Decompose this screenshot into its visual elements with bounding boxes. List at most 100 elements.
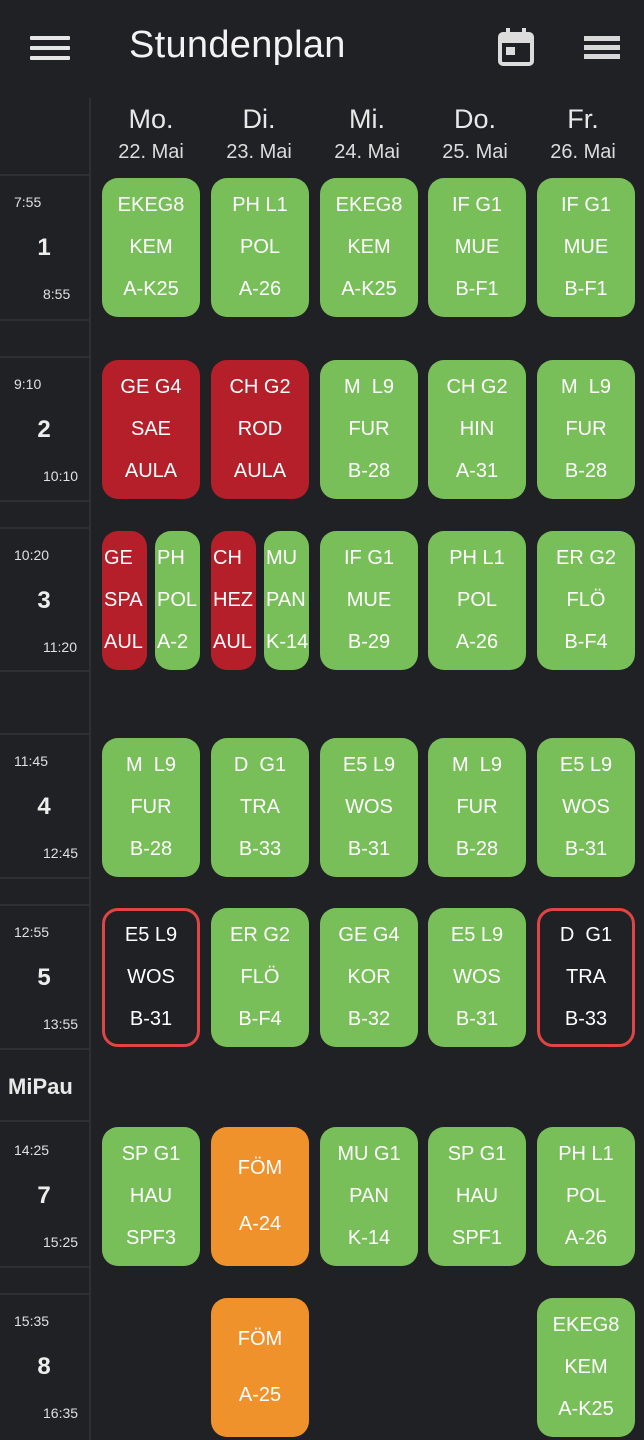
day-header-di: Di. 23. Mai	[205, 104, 313, 164]
lesson-cell-p4-fr[interactable]: E5 L9 WOS B-31	[537, 738, 635, 877]
lesson-cell-p4-di[interactable]: D G1 TRA B-33	[211, 738, 309, 877]
lesson-line: A-K25	[341, 278, 397, 300]
period-8: 15:35 8 16:35	[0, 1295, 88, 1435]
period-start-time: 7:55	[14, 194, 42, 210]
lesson-cell-p2-di[interactable]: CH G2 ROD AULA	[211, 360, 309, 499]
period-1: 7:55 1 8:55	[0, 176, 88, 316]
lesson-cell-p1-fr[interactable]: IF G1 MUE B-F1	[537, 178, 635, 317]
period-start-time: 9:10	[14, 376, 42, 392]
lesson-line: M L9	[451, 754, 503, 776]
lesson-cell-p2-mo[interactable]: GE G4 SAE AULA	[102, 360, 200, 499]
lesson-line: PH	[157, 547, 185, 569]
lesson-cell-p3-di-a[interactable]: CH HEZ AUL	[211, 531, 256, 670]
lesson-cell-p1-do[interactable]: IF G1 MUE B-F1	[428, 178, 526, 317]
lesson-line: E5 L9	[450, 924, 504, 946]
lesson-cell-p5-do[interactable]: E5 L9 WOS B-31	[428, 908, 526, 1047]
lesson-cell-p3-mo-b[interactable]: PH POL A-2	[155, 531, 200, 670]
lesson-line: B-31	[455, 1008, 499, 1030]
period-end-time: 16:35	[43, 1405, 79, 1421]
lesson-line: PH L1	[558, 1143, 614, 1165]
lesson-line: A-26	[238, 278, 282, 300]
lesson-line: IF G1	[451, 194, 502, 216]
lesson-line: HAU	[129, 1185, 173, 1207]
lesson-cell-p7-mo[interactable]: SP G1 HAU SPF3	[102, 1127, 200, 1266]
lesson-line: A-24	[238, 1213, 282, 1235]
lesson-line: FUR	[565, 418, 607, 440]
lesson-line: SAE	[130, 418, 172, 440]
day-header-mi: Mi. 24. Mai	[313, 104, 421, 164]
app-bar: Stundenplan	[0, 0, 644, 98]
lesson-line: AULA	[124, 460, 178, 482]
lesson-line: FLÖ	[566, 589, 606, 611]
row-divider	[0, 319, 90, 321]
lesson-cell-p7-di[interactable]: FÖM A-24	[211, 1127, 309, 1266]
lesson-line: A-K25	[123, 278, 179, 300]
lesson-line: ER G2	[555, 547, 617, 569]
lesson-line: B-F4	[238, 1008, 282, 1030]
lesson-cell-p5-di[interactable]: ER G2 FLÖ B-F4	[211, 908, 309, 1047]
lesson-cell-p4-do[interactable]: M L9 FUR B-28	[428, 738, 526, 877]
lesson-line: WOS	[345, 796, 393, 818]
lesson-cell-p5-fr[interactable]: D G1 TRA B-33	[537, 908, 635, 1047]
lesson-cell-p4-mi[interactable]: E5 L9 WOS B-31	[320, 738, 418, 877]
lesson-cell-p4-mo[interactable]: M L9 FUR B-28	[102, 738, 200, 877]
lesson-line: KEM	[564, 1356, 608, 1378]
calendar-icon[interactable]	[498, 28, 534, 66]
lesson-line: CH G2	[229, 376, 291, 398]
lesson-line: HEZ	[213, 589, 253, 611]
row-divider	[0, 1293, 90, 1295]
lesson-cell-p1-di[interactable]: PH L1 POL A-26	[211, 178, 309, 317]
day-header-do: Do. 25. Mai	[421, 104, 529, 164]
day-name: Fr.	[567, 104, 599, 134]
lesson-line: EKEG8	[552, 1314, 620, 1336]
lesson-line: PAN	[266, 589, 306, 611]
lesson-line: D G1	[233, 754, 287, 776]
lesson-cell-p2-do[interactable]: CH G2 HIN A-31	[428, 360, 526, 499]
lesson-line: K-14	[347, 1227, 391, 1249]
lesson-line: B-F1	[564, 278, 608, 300]
day-name: Do.	[453, 104, 497, 134]
lesson-cell-p3-di-b[interactable]: MU PAN K-14	[264, 531, 309, 670]
lesson-line: MU	[266, 547, 298, 569]
period-end-time: 8:55	[43, 286, 71, 302]
lesson-cell-p7-mi[interactable]: MU G1 PAN K-14	[320, 1127, 418, 1266]
lesson-line: AULA	[233, 460, 287, 482]
lesson-line: AUL	[213, 631, 252, 653]
lesson-line: MU G1	[337, 1143, 401, 1165]
lesson-cell-p3-do[interactable]: PH L1 POL A-26	[428, 531, 526, 670]
period-start-time: 10:20	[14, 547, 50, 563]
lesson-cell-p3-fr[interactable]: ER G2 FLÖ B-F4	[537, 531, 635, 670]
lesson-cell-p5-mi[interactable]: GE G4 KOR B-32	[320, 908, 418, 1047]
lesson-line: POL	[157, 589, 198, 611]
menu-icon[interactable]	[30, 36, 70, 64]
lesson-cell-p1-mo[interactable]: EKEG8 KEM A-K25	[102, 178, 200, 317]
period-start-time: 14:25	[14, 1142, 50, 1158]
lesson-cell-p3-mi[interactable]: IF G1 MUE B-29	[320, 531, 418, 670]
lesson-cell-p7-do[interactable]: SP G1 HAU SPF1	[428, 1127, 526, 1266]
period-3: 10:20 3 11:20	[0, 529, 88, 669]
period-end-time: 15:25	[43, 1234, 79, 1250]
lesson-line: WOS	[453, 966, 501, 988]
period-end-time: 12:45	[43, 845, 79, 861]
lesson-line: TRA	[566, 966, 606, 988]
page-title: Stundenplan	[129, 24, 346, 66]
row-divider	[0, 670, 90, 672]
day-header-fr: Fr. 26. Mai	[529, 104, 637, 164]
lesson-cell-p2-mi[interactable]: M L9 FUR B-28	[320, 360, 418, 499]
lesson-cell-p3-mo-a[interactable]: GE SPA AUL	[102, 531, 147, 670]
lesson-cell-p2-fr[interactable]: M L9 FUR B-28	[537, 360, 635, 499]
lesson-cell-p1-mi[interactable]: EKEG8 KEM A-K25	[320, 178, 418, 317]
lesson-line: MUE	[346, 589, 392, 611]
period-number: 8	[37, 1353, 51, 1380]
lesson-cell-p8-di[interactable]: FÖM A-25	[211, 1298, 309, 1437]
lesson-line: SPF3	[125, 1227, 177, 1249]
lesson-cell-p8-fr[interactable]: EKEG8 KEM A-K25	[537, 1298, 635, 1437]
period-7: 14:25 7 15:25	[0, 1124, 88, 1264]
lesson-cell-p7-fr[interactable]: PH L1 POL A-26	[537, 1127, 635, 1266]
lesson-line: D G1	[559, 924, 613, 946]
lesson-line: K-14	[266, 631, 309, 653]
lunch-break-label: MiPau	[8, 1074, 73, 1099]
lesson-cell-p5-mo[interactable]: E5 L9 WOS B-31	[102, 908, 200, 1047]
view-list-icon[interactable]	[584, 36, 620, 64]
lesson-line: B-28	[564, 460, 608, 482]
